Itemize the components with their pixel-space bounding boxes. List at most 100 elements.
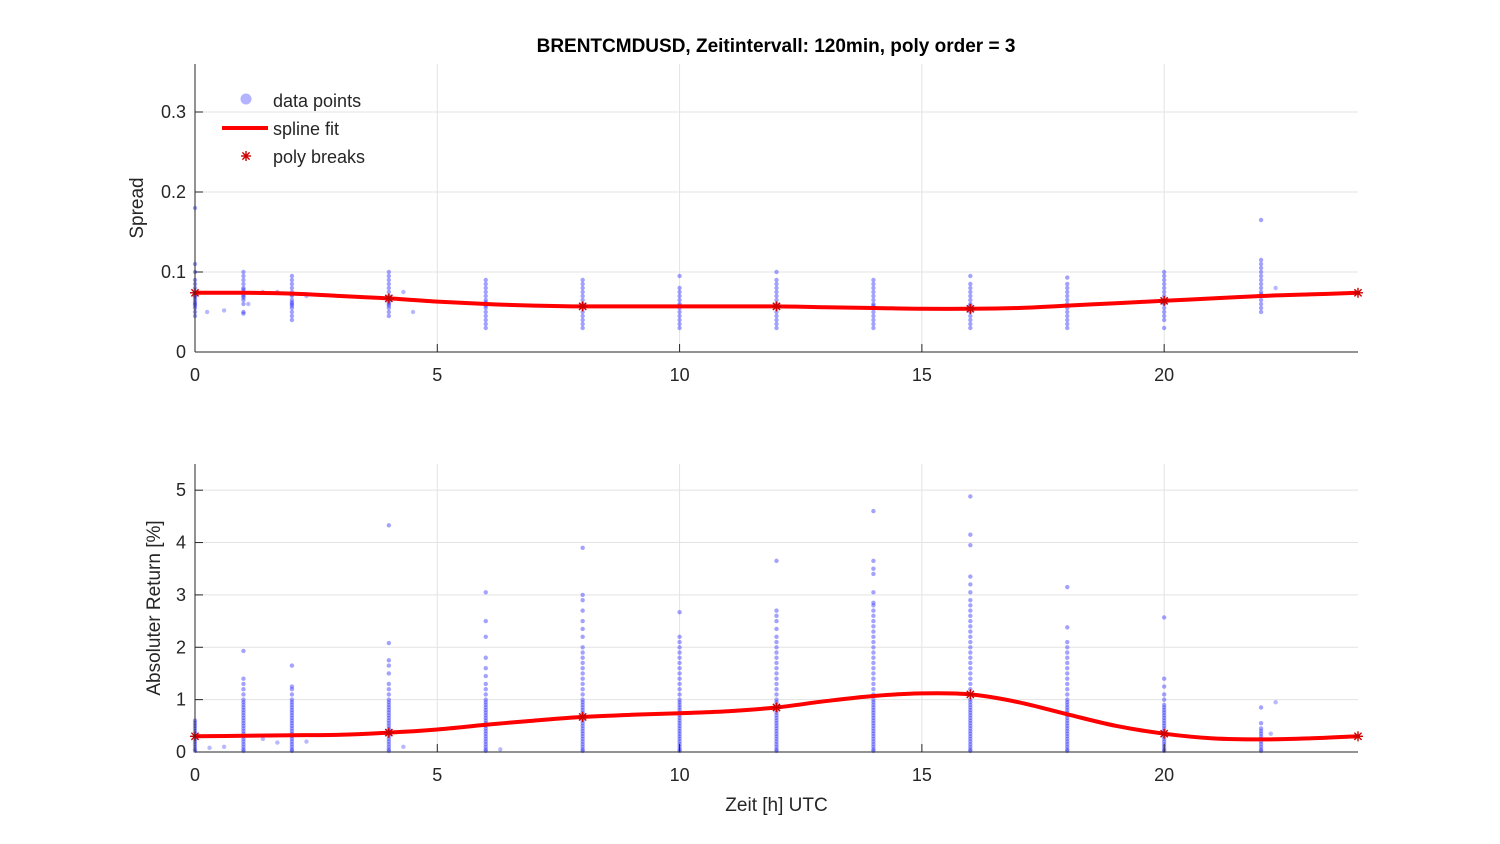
data-point [289,707,295,713]
data-point [483,697,488,702]
data-point [1161,317,1167,323]
y-tick-label: 1 [176,690,186,710]
data-point [289,744,295,749]
data-point [1161,721,1167,726]
data-point [871,713,876,718]
poly-break-stroke [384,294,393,303]
data-point [241,277,246,283]
data-point [289,700,295,705]
data-point [483,700,488,705]
data-point [1161,726,1167,731]
data-point [483,297,488,303]
data-point [241,697,246,702]
data-point [241,293,246,299]
data-point [871,590,876,595]
data-point [386,702,392,708]
data-point [580,734,585,739]
data-point [1065,721,1070,726]
x-tick-label: 0 [190,365,200,385]
data-point [1258,741,1264,747]
data-point [774,321,779,327]
data-point [774,721,779,726]
data-point [677,645,682,650]
data-point [580,297,585,303]
data-point [871,744,876,749]
data-point [289,692,295,697]
data-point [968,317,973,323]
data-point [1065,275,1070,280]
data-point [677,681,682,687]
data-point [871,728,876,734]
data-point [1258,721,1264,726]
data-point [580,634,585,639]
data-point [871,681,876,687]
data-point [580,626,585,632]
data-point [580,277,585,283]
data-point [774,309,779,315]
data-point [289,684,295,689]
data-point [1065,726,1070,731]
data-point [968,655,973,660]
data-point [289,686,295,692]
data-point [677,285,682,291]
data-point [968,624,973,629]
data-point [401,289,406,295]
data-point [968,281,973,287]
data-point [580,545,585,550]
data-point [260,736,266,742]
y-tick-label: 0.2 [161,182,186,202]
data-point [1161,309,1167,315]
data-point [241,273,246,279]
poly-break-stroke [1160,296,1169,305]
data-point [204,309,210,315]
data-point [1065,639,1070,645]
data-point [580,650,585,655]
data-point [580,281,585,287]
data-point [483,715,488,721]
data-point [483,325,488,331]
data-point [968,639,973,645]
data-point [677,313,682,319]
data-point [774,639,779,645]
data-point [580,321,585,327]
data-point [241,702,246,708]
data-point [580,325,585,331]
data-point [677,273,682,279]
data-point [774,317,779,323]
data-point [1065,692,1070,697]
data-point [968,650,973,655]
data-point [968,713,973,718]
data-point [1161,739,1167,744]
poly-break-marker [577,301,588,312]
data-point [677,293,682,299]
poly-break-stroke [966,304,975,313]
data-point [241,707,246,713]
data-point [241,747,246,752]
y-tick-label: 0 [176,742,186,762]
data-point [289,300,295,305]
data-point [871,747,876,752]
data-point [483,744,488,749]
data-point [677,650,682,655]
data-point [677,289,682,295]
data-point [386,289,392,295]
data-point [871,608,876,613]
data-point [241,681,246,687]
data-point [483,277,488,283]
data-point [1065,736,1070,742]
data-point [386,285,392,291]
data-point [774,739,779,744]
data-point [580,744,585,749]
data-point [968,574,973,579]
data-point [871,741,876,747]
legend-data-points-marker [240,93,252,105]
data-point [241,295,246,300]
data-point [871,710,876,715]
data-point [774,285,779,291]
data-point [968,297,973,303]
data-point [1258,217,1264,223]
data-point [1065,321,1070,327]
data-point [871,715,876,721]
y-tick-label: 5 [176,480,186,500]
data-point [774,728,779,734]
